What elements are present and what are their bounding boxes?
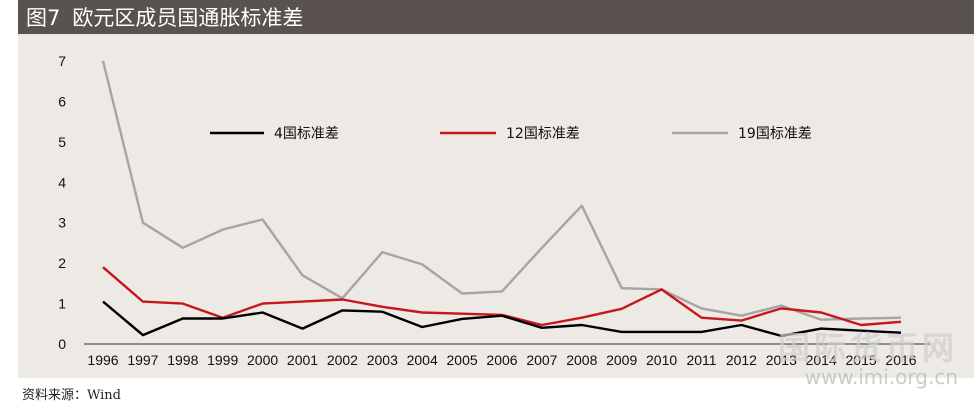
y-tick-label: 7 <box>58 53 66 69</box>
y-tick-label: 0 <box>58 336 66 352</box>
watermark-seal: 国际货币网 <box>777 329 958 367</box>
series-line-1 <box>102 300 902 338</box>
x-tick-label: 2014 <box>806 352 837 368</box>
legend-label: 4国标准差 <box>274 126 339 142</box>
x-tick-label: 2013 <box>766 352 797 368</box>
series-line-3 <box>101 60 902 321</box>
figure-number: 图7 <box>26 6 61 30</box>
legend-label: 19国标准差 <box>738 126 812 142</box>
y-tick-label: 4 <box>58 174 66 190</box>
y-tick-label: 3 <box>58 215 66 231</box>
legend-label: 12国标准差 <box>506 126 580 142</box>
x-tick-label: 2007 <box>526 352 557 368</box>
x-tick-label: 2005 <box>447 352 478 368</box>
x-tick-label: 2009 <box>606 352 637 368</box>
x-tick-label: 2010 <box>646 352 677 368</box>
x-axis-labels: 1996 1997 1998 1999 2000 2001 2002 2003 2004 2005… <box>87 352 916 368</box>
x-tick-label: 2008 <box>566 352 597 368</box>
x-tick-label: 2011 <box>686 352 716 368</box>
y-axis-labels: 0 1 2 3 4 5 6 7 <box>58 53 66 352</box>
x-tick-label: 2015 <box>846 352 877 368</box>
page-title: 欧元区成员国通胀标准差 <box>72 6 304 30</box>
y-tick-label: 5 <box>58 134 66 150</box>
x-tick-label: 1996 <box>87 352 118 368</box>
x-tick-label: 1998 <box>167 352 198 368</box>
source-note: 资料来源：Wind <box>22 388 121 403</box>
x-tick-label: 1999 <box>207 352 238 368</box>
y-tick-label: 6 <box>58 93 66 109</box>
title-bar: 图7 欧元区成员国通胀标准差 <box>18 0 974 34</box>
x-tick-label: 1997 <box>127 352 158 368</box>
series-group <box>101 60 902 338</box>
watermark-url: www.imi.org.cn <box>804 365 958 389</box>
legend: 4国标准差 12国标准差 19国标准差 <box>210 126 812 142</box>
x-tick-label: 2006 <box>486 352 517 368</box>
x-tick-label: 2003 <box>367 352 398 368</box>
y-tick-label: 1 <box>58 296 66 312</box>
y-tick-label: 2 <box>58 255 66 271</box>
x-tick-label: 2012 <box>726 352 757 368</box>
x-tick-label: 2001 <box>287 352 318 368</box>
x-tick-label: 2000 <box>247 352 278 368</box>
x-tick-label: 2004 <box>407 352 438 368</box>
x-tick-label: 2016 <box>885 352 916 368</box>
watermark: 国际货币网 www.imi.org.cn <box>778 330 958 388</box>
x-tick-label: 2002 <box>327 352 358 368</box>
